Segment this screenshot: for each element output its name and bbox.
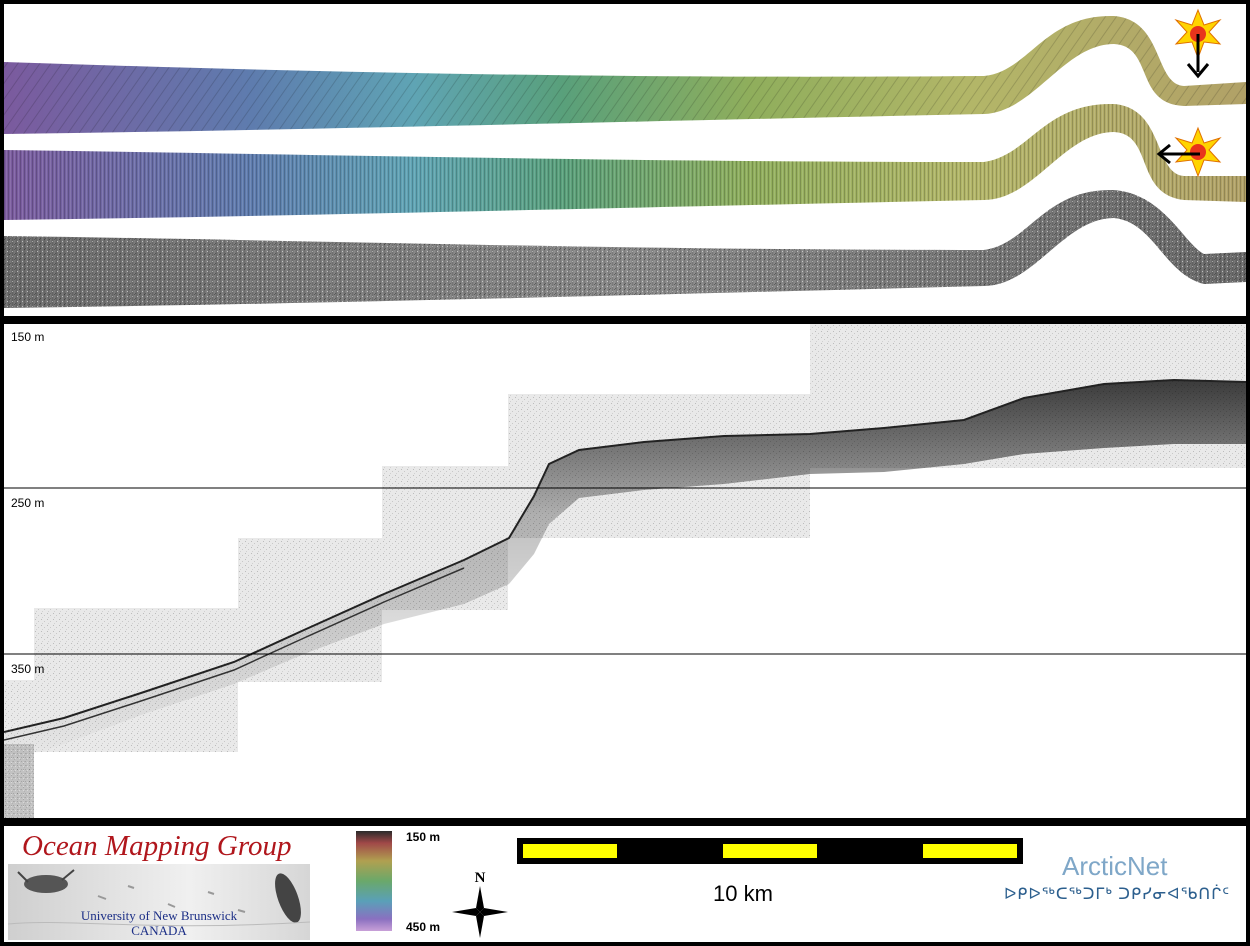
bathymetry-strip-2 bbox=[4, 103, 1246, 220]
colorbar-bottom-label: 450 m bbox=[406, 920, 441, 934]
swath-map-panel bbox=[4, 4, 1246, 316]
legend-panel: Ocean Mapping Group University of New Br… bbox=[4, 826, 1246, 942]
north-label: N bbox=[474, 870, 486, 886]
logo-seabed-image bbox=[8, 864, 310, 940]
compass-rose-icon bbox=[452, 886, 508, 938]
subbottom-profile bbox=[4, 324, 1246, 818]
sun-icon bbox=[1174, 126, 1222, 178]
scale-bar-label: 10 km bbox=[713, 881, 773, 906]
illumination-arrow-down-icon bbox=[1186, 34, 1210, 79]
depth-colorbar bbox=[356, 831, 392, 931]
arcticnet-logo-subtitle: ᐅᑭᐅᖅᑕᖅᑐᒥᒃ ᑐᑭᓯᓂᐊᖃᑎᒌᑦ bbox=[1004, 886, 1231, 903]
depth-label-350: 350 m bbox=[11, 662, 45, 676]
seafloor-reflector bbox=[4, 378, 1246, 818]
bathymetry-strip-1 bbox=[4, 15, 1246, 134]
illumination-arrow-left-icon bbox=[1156, 143, 1200, 165]
logo-university: University of New Brunswick bbox=[80, 908, 238, 923]
backscatter-strip bbox=[4, 189, 1246, 308]
arcticnet-logo-title: ArcticNet bbox=[1062, 851, 1168, 881]
logo-title: Ocean Mapping Group bbox=[22, 830, 292, 862]
depth-label-250: 250 m bbox=[11, 496, 45, 510]
subbottom-profile-panel: 150 m 250 m 350 m bbox=[4, 324, 1246, 818]
depth-label-150: 150 m bbox=[11, 330, 45, 344]
north-arrow: N bbox=[452, 870, 508, 938]
scale-bar bbox=[517, 838, 1023, 864]
swath-strips bbox=[4, 8, 1246, 308]
colorbar-top-label: 150 m bbox=[406, 830, 441, 844]
ocean-mapping-group-logo: Ocean Mapping Group University of New Br… bbox=[8, 826, 310, 940]
logo-country: CANADA bbox=[131, 923, 187, 938]
